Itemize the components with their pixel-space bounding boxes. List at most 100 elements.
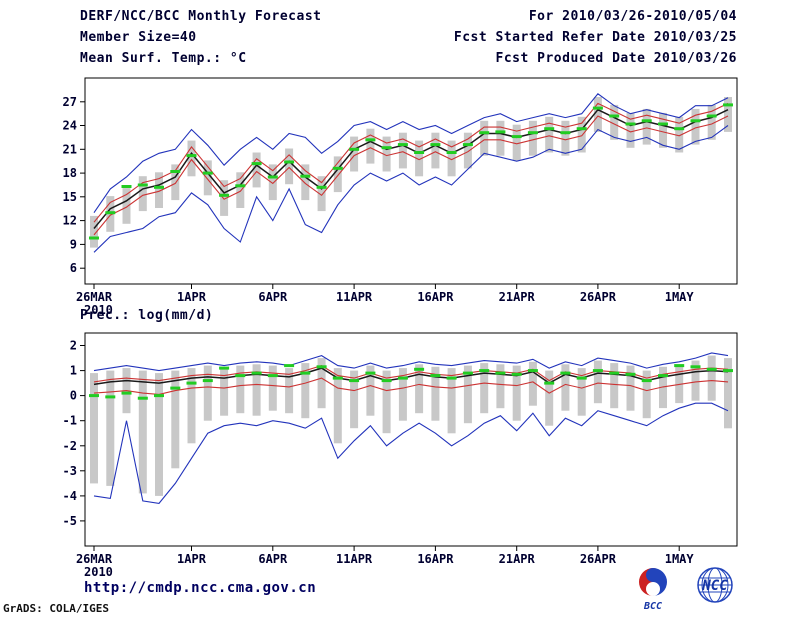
ensemble-spread-bar — [431, 132, 440, 169]
x-axis-year-label: 2010 — [84, 565, 113, 579]
x-tick-label: 16APR — [417, 290, 454, 304]
observation-marker — [544, 381, 555, 385]
ensemble-spread-bar — [415, 364, 424, 414]
observation-marker — [414, 367, 425, 371]
ensemble-spread-bar — [236, 172, 245, 208]
observation-marker — [462, 143, 473, 147]
ensemble-mean-line — [93, 108, 729, 229]
observation-marker — [706, 114, 717, 118]
observation-marker — [511, 135, 522, 139]
observation-marker — [365, 138, 376, 142]
observation-marker — [397, 376, 408, 380]
observation-marker — [690, 365, 701, 369]
observation-marker — [170, 170, 181, 173]
ensemble-spread-bar — [252, 152, 261, 188]
ensemble-spread-bar — [593, 97, 602, 132]
ensemble-spread-bar — [707, 104, 716, 140]
ensemble-spread-bar — [382, 136, 391, 172]
observation-marker — [609, 114, 620, 118]
x-tick-label: 1MAY — [665, 290, 695, 304]
ensemble-spread-bar — [577, 116, 586, 153]
ensemble-spread-bar — [545, 116, 554, 153]
y-tick-label: -3 — [63, 464, 77, 478]
ensemble-spread-bar — [561, 120, 570, 156]
ensemble-spread-bar — [317, 358, 326, 409]
observation-marker — [89, 394, 99, 398]
observation-marker — [658, 122, 668, 126]
x-tick-label: 21APR — [499, 552, 536, 566]
observation-marker — [625, 122, 636, 126]
logos: BCC NCC — [630, 563, 742, 613]
ensemble-spread-bar — [512, 124, 521, 161]
ensemble-spread-bar — [642, 370, 651, 419]
forecast-range-label: For 2010/03/26-2010/05/04 — [528, 9, 737, 24]
observation-marker — [560, 131, 571, 135]
observation-marker — [723, 369, 733, 373]
x-tick-label: 1APR — [177, 552, 207, 566]
observation-marker — [397, 143, 408, 147]
ensemble-spread-bar — [642, 108, 651, 145]
ensemble-spread-bar — [659, 112, 667, 148]
ensemble-spread-bar — [626, 365, 635, 411]
ensemble-spread-bar — [301, 363, 310, 419]
observation-marker — [89, 236, 99, 240]
observation-marker — [365, 371, 376, 375]
observation-marker — [251, 162, 262, 166]
observation-marker — [576, 127, 587, 131]
observation-marker — [381, 379, 392, 383]
ensemble-max-line — [93, 93, 729, 214]
lower-quartile-line — [93, 115, 729, 236]
ensemble-spread-bar — [366, 365, 375, 416]
ensemble-spread-bar — [512, 365, 521, 421]
ensemble-spread-bar — [675, 364, 684, 404]
observation-marker — [706, 367, 717, 371]
ensemble-spread-bar — [187, 140, 196, 177]
ensemble-spread-bar — [285, 368, 294, 414]
y-tick-label: 2 — [70, 339, 77, 353]
ensemble-spread-bar — [610, 363, 619, 409]
x-tick-label: 26MAR — [76, 290, 113, 304]
ensemble-spread-bar — [366, 128, 375, 164]
y-tick-label: 15 — [63, 190, 77, 204]
observation-marker — [592, 369, 603, 373]
ensemble-spread-bar — [106, 370, 115, 486]
observation-marker — [121, 391, 132, 395]
x-tick-label: 26MAR — [76, 552, 113, 566]
x-tick-label: 1APR — [177, 290, 207, 304]
precipitation-panel-title: Prec.: log(mm/d) — [80, 308, 214, 323]
ensemble-spread-bar — [431, 366, 440, 421]
observation-marker — [625, 372, 636, 376]
ensemble-spread-bar — [203, 365, 212, 421]
ensemble-spread-bar — [447, 140, 456, 177]
observation-marker — [154, 394, 164, 398]
observation-marker — [186, 154, 197, 158]
y-tick-label: -1 — [63, 414, 77, 428]
ensemble-spread-bar — [236, 365, 245, 414]
ensemble-spread-bar — [577, 368, 586, 416]
observation-marker — [658, 374, 668, 378]
observation-marker — [511, 372, 522, 376]
observation-marker — [690, 119, 701, 123]
ensemble-min-line — [93, 125, 729, 253]
ensemble-spread-bar — [268, 164, 277, 201]
ensemble-spread-bar — [691, 108, 700, 145]
ensemble-spread-bar — [187, 368, 196, 444]
observation-marker — [430, 374, 441, 378]
observation-marker — [284, 160, 295, 164]
observation-marker — [414, 151, 425, 154]
observation-marker — [495, 371, 506, 375]
y-tick-label: 27 — [63, 95, 77, 109]
fcst-produced-date-label: Fcst Produced Date 2010/03/26 — [495, 51, 737, 66]
ensemble-spread-bar — [252, 364, 261, 416]
y-tick-label: -5 — [63, 514, 77, 528]
ensemble-spread-bar — [707, 355, 716, 401]
ensemble-spread-bar — [447, 368, 456, 434]
x-tick-label: 16APR — [417, 552, 454, 566]
ensemble-spread-bar — [561, 364, 570, 411]
ensemble-spread-bar — [220, 368, 229, 416]
ncc-logo: NCC — [697, 567, 733, 603]
ensemble-spread-bar — [593, 360, 602, 404]
ensemble-spread-bar — [545, 370, 554, 426]
ensemble-spread-bar — [610, 104, 619, 140]
